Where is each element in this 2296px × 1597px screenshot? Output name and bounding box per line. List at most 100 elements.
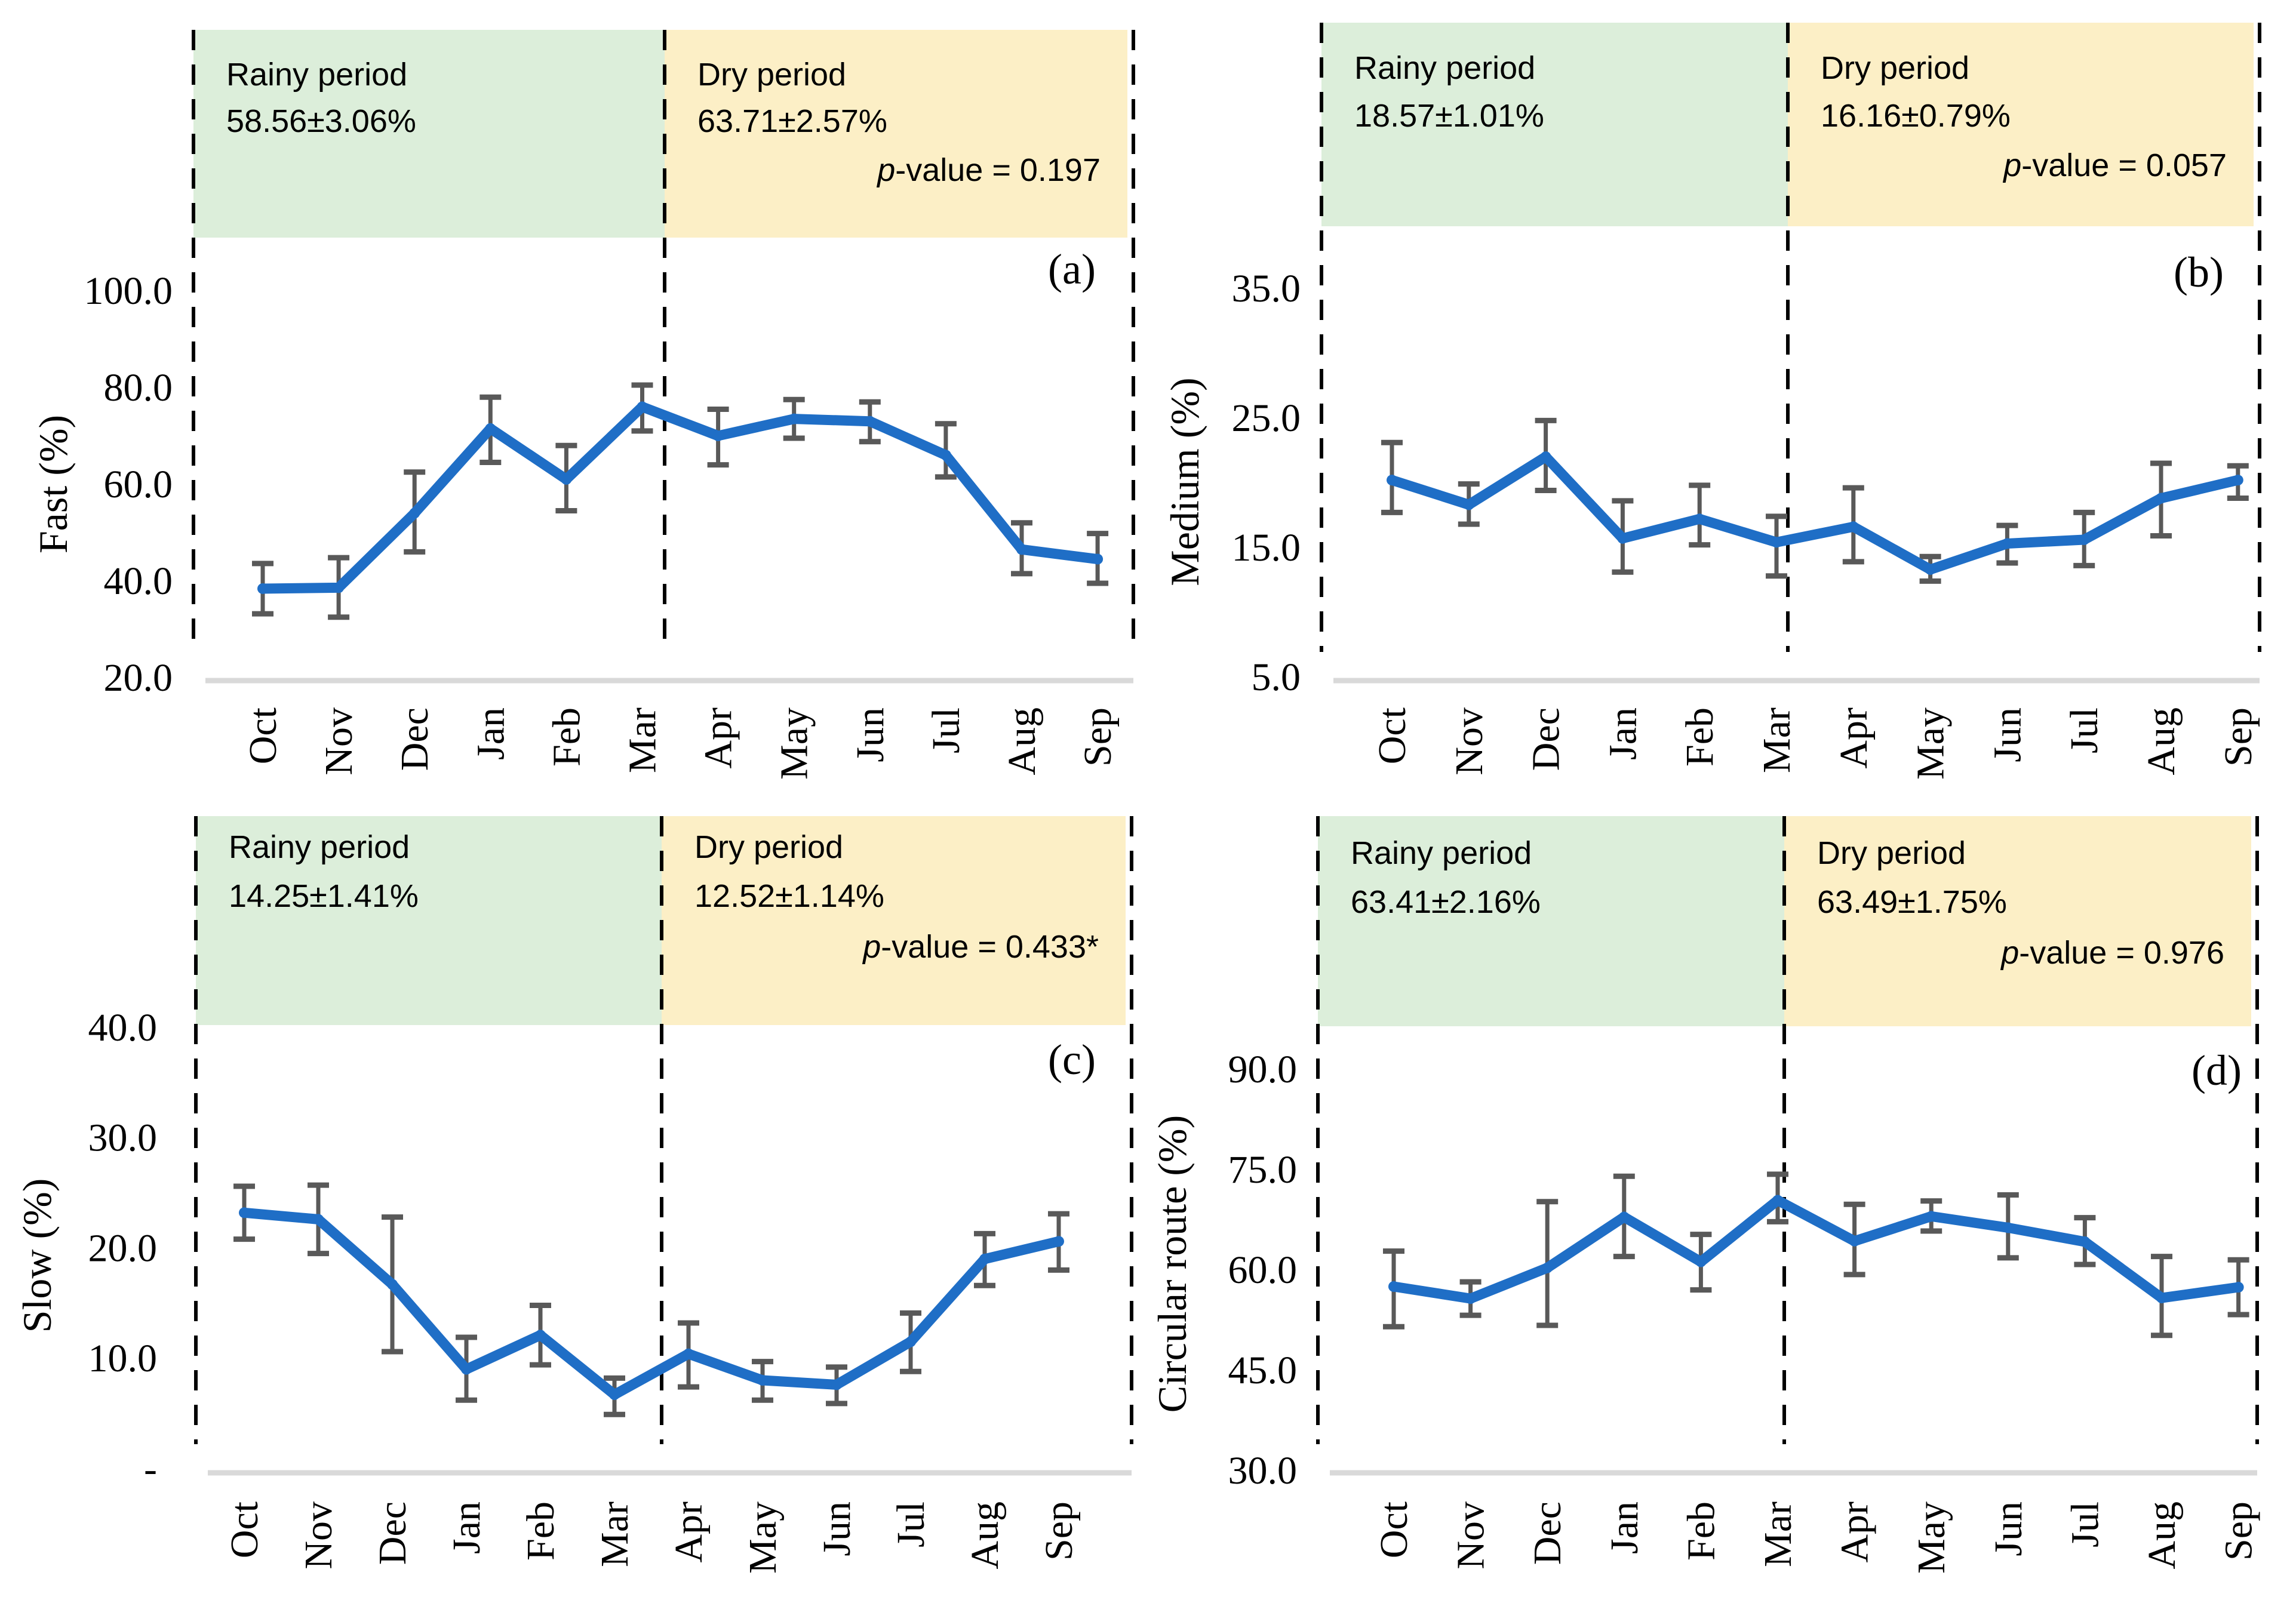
- rainy-period-stat: 58.56±3.06%: [226, 103, 416, 139]
- data-point: [387, 1279, 398, 1290]
- panel-letter: (d): [2192, 1047, 2242, 1094]
- p-value-text: p-value = 0.057: [2002, 147, 2227, 183]
- dry-period-box: [1788, 23, 2254, 226]
- data-point: [683, 1348, 694, 1359]
- x-axis-month-label: May: [741, 1501, 785, 1574]
- data-point: [1542, 1262, 1553, 1273]
- x-axis-month-label: Jul: [889, 1501, 933, 1547]
- y-axis-tick-label: 90.0: [1228, 1048, 1298, 1091]
- x-axis-month-label: Apr: [697, 707, 740, 769]
- x-axis-month-label: Nov: [1449, 1501, 1493, 1570]
- dry-period-label: Dry period: [1821, 50, 1969, 86]
- dry-period-stat: 16.16±0.79%: [1821, 98, 2011, 134]
- data-point: [979, 1253, 990, 1264]
- x-axis-month-label: Mar: [1756, 1501, 1800, 1567]
- x-axis-month-label: Nov: [317, 707, 361, 776]
- y-axis-title: Circular route (%): [1149, 1115, 1195, 1413]
- rainy-period-label: Rainy period: [229, 829, 410, 865]
- data-point: [2079, 534, 2090, 545]
- data-point: [940, 450, 951, 461]
- data-point: [2079, 1236, 2091, 1247]
- y-axis-tick-label: 20.0: [88, 1226, 158, 1270]
- data-point: [461, 1364, 472, 1375]
- data-point: [1694, 513, 1705, 525]
- y-axis-tick-label: 30.0: [1228, 1449, 1298, 1493]
- p-value-text: p-value = 0.433*: [862, 929, 1099, 965]
- y-axis-tick-label: 40.0: [88, 1006, 158, 1050]
- x-axis-month-label: Feb: [1678, 707, 1722, 767]
- data-point: [1540, 451, 1551, 463]
- data-point: [535, 1330, 546, 1341]
- x-axis-month-label: Mar: [593, 1501, 637, 1567]
- data-point: [1092, 553, 1104, 565]
- x-axis-month-label: Sep: [2217, 1501, 2261, 1561]
- x-axis-month-label: Oct: [1370, 707, 1414, 764]
- y-axis-tick-label: 100.0: [84, 269, 173, 313]
- y-axis-tick-label: 60.0: [104, 463, 173, 506]
- data-point: [239, 1207, 250, 1218]
- x-axis-month-label: Oct: [241, 707, 285, 764]
- dry-period-box: [1784, 816, 2251, 1026]
- data-point: [257, 583, 268, 594]
- y-axis-tick-label: 5.0: [1252, 656, 1301, 699]
- data-point: [609, 1389, 620, 1401]
- data-line: [239, 1207, 1064, 1400]
- x-axis-month-label: Nov: [1447, 707, 1491, 776]
- x-axis-month-label: Aug: [963, 1501, 1007, 1570]
- data-point: [1849, 1235, 1860, 1247]
- x-axis-month-label: Dec: [1526, 1501, 1569, 1565]
- panel-d-circular-route-chart: 90.0 75.0 60.0 45.0 30.0 Circular route (%) Oc…: [1149, 816, 2261, 1574]
- x-axis-month-label: Dec: [393, 707, 437, 771]
- panel-b-medium-chart: 35.0 25.0 15.0 5.0 Medium (%) Oct Nov Dec Jan Feb…: [1162, 23, 2261, 780]
- data-point: [757, 1375, 768, 1386]
- data-line: [257, 401, 1103, 594]
- x-axis-month-label: Jul: [2063, 1501, 2107, 1547]
- data-point: [1388, 1281, 1399, 1292]
- data-point: [1463, 499, 1474, 510]
- x-axis-month-label: Oct: [223, 1501, 266, 1558]
- y-axis-tick-label: 20.0: [104, 656, 173, 700]
- data-point: [2002, 538, 2013, 549]
- x-axis-month-label: Dec: [371, 1501, 414, 1565]
- x-axis-month-label: Feb: [1679, 1501, 1723, 1561]
- data-point: [2002, 1222, 2014, 1233]
- x-axis-month-label: Sep: [1037, 1501, 1081, 1561]
- x-axis-month-label: Jun: [849, 707, 892, 762]
- x-axis-month-label: Jan: [1601, 707, 1645, 760]
- dry-period-label: Dry period: [697, 57, 846, 93]
- rainy-period-label: Rainy period: [1354, 50, 1535, 86]
- rainy-period-box: [1318, 816, 1784, 1026]
- rainy-period-stat: 63.41±2.16%: [1351, 884, 1541, 920]
- data-point: [1695, 1256, 1707, 1267]
- data-point: [1387, 475, 1397, 486]
- y-axis-tick-label: 75.0: [1228, 1148, 1298, 1192]
- data-point: [1848, 521, 1859, 533]
- x-axis-month-label: Aug: [1000, 707, 1044, 776]
- dry-period-box: [665, 30, 1127, 238]
- data-point: [1771, 537, 1782, 548]
- y-axis-tick-label: 30.0: [88, 1116, 158, 1160]
- panel-a-fast-chart: 100.0 80.0 60.0 40.0 20.0 Fast (%) Oct Nov Dec Ja…: [30, 30, 1135, 780]
- data-point: [1925, 564, 1936, 575]
- data-point: [2156, 493, 2166, 504]
- x-axis-month-label: Jan: [1603, 1501, 1646, 1554]
- data-point: [561, 473, 572, 485]
- y-axis-tick-label: 45.0: [1228, 1349, 1298, 1392]
- p-value-text: p-value = 0.976: [2000, 935, 2224, 971]
- y-axis-tick-label: 60.0: [1228, 1248, 1298, 1292]
- y-axis-title: Medium (%): [1162, 377, 1207, 586]
- y-axis-title: Slow (%): [14, 1178, 60, 1333]
- dry-period-label: Dry period: [1817, 835, 1966, 871]
- data-point: [864, 416, 875, 427]
- dry-period-label: Dry period: [694, 829, 843, 865]
- data-point: [788, 413, 800, 424]
- data-point: [1772, 1195, 1783, 1206]
- x-axis-month-label: Jun: [1985, 707, 2029, 762]
- data-point: [333, 582, 345, 593]
- x-axis-month-label: Jan: [445, 1501, 488, 1554]
- y-axis-tick-label: 35.0: [1232, 267, 1301, 310]
- y-axis-tick-label: -: [144, 1447, 157, 1491]
- rainy-period-label: Rainy period: [226, 57, 407, 93]
- panel-letter: (a): [1048, 245, 1096, 293]
- rainy-period-box: [193, 30, 665, 238]
